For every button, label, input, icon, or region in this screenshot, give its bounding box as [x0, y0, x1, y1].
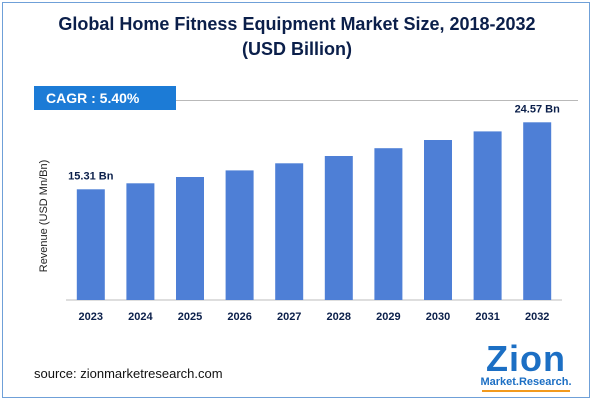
bar-2032 [523, 122, 552, 300]
bar-2029 [374, 148, 403, 300]
bar-2030 [424, 140, 452, 300]
bar-2026 [225, 170, 254, 300]
chart-title: Global Home Fitness Equipment Market Siz… [0, 12, 594, 62]
x-tick-label: 2028 [327, 311, 351, 323]
logo-subtitle: Market.Research. [480, 376, 572, 388]
x-tick-label: 2027 [277, 311, 301, 323]
bar-2027 [275, 163, 304, 300]
logo-wordmark: Zion [486, 338, 566, 379]
chart-title-line1: Global Home Fitness Equipment Market Siz… [58, 14, 536, 34]
bar-2025 [176, 177, 204, 300]
x-tick-label: 2024 [128, 311, 153, 323]
x-tick-label: 2023 [79, 311, 103, 323]
logo-underline [482, 390, 570, 392]
bar-2024 [126, 183, 155, 300]
x-tick-label: 2029 [376, 311, 400, 323]
x-tick-label: 2025 [178, 311, 202, 323]
data-label: 24.57 Bn [515, 103, 561, 115]
cagr-badge: CAGR : 5.40% [34, 86, 176, 110]
source-text: source: zionmarketresearch.com [34, 366, 223, 381]
x-tick-label: 2032 [525, 311, 549, 323]
bar-2031 [473, 131, 502, 300]
chart-title-line2: (USD Billion) [242, 39, 352, 59]
data-label: 15.31 Bn [68, 170, 114, 182]
x-tick-label: 2031 [475, 311, 499, 323]
zion-logo: Zion Market.Research. [478, 340, 574, 394]
x-tick-label: 2026 [227, 311, 251, 323]
bar-2023 [76, 189, 105, 300]
x-tick-label: 2030 [426, 311, 450, 323]
bar-2028 [324, 156, 353, 300]
divider-line [34, 100, 578, 101]
